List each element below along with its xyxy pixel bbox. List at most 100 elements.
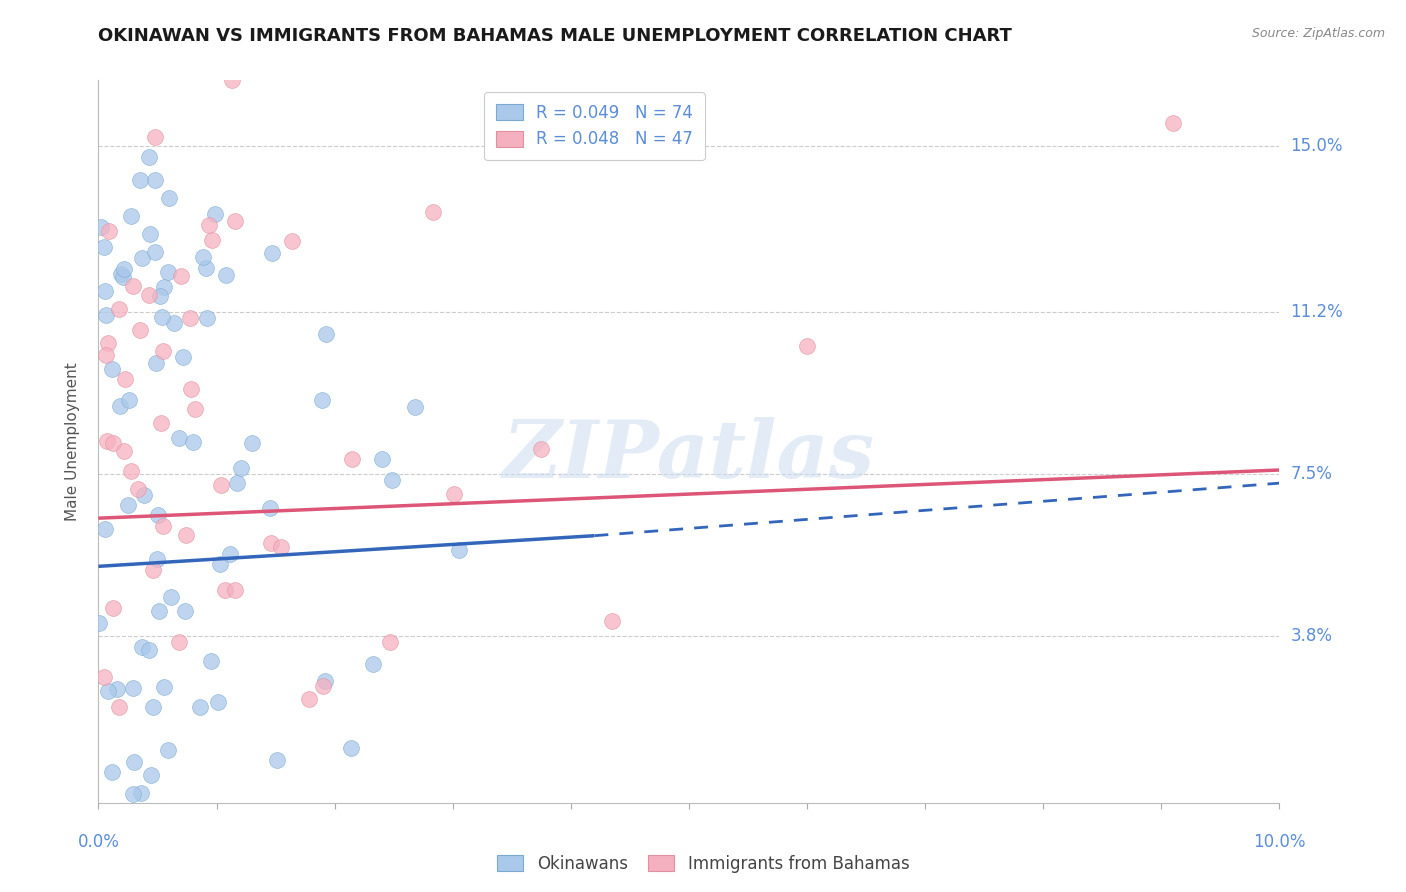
Text: 10.0%: 10.0% bbox=[1253, 833, 1306, 851]
Point bbox=[179, 310, 201, 325]
Point bbox=[152, 343, 174, 358]
Point bbox=[108, 301, 131, 316]
Point bbox=[93, 240, 115, 254]
Point bbox=[361, 657, 384, 672]
Point bbox=[150, 416, 173, 430]
Legend: R = 0.049   N = 74, R = 0.048   N = 47: R = 0.049 N = 74, R = 0.048 N = 47 bbox=[484, 92, 704, 160]
Point bbox=[281, 234, 304, 248]
Point bbox=[167, 635, 190, 649]
Point bbox=[157, 191, 180, 205]
Point bbox=[112, 444, 135, 458]
Point bbox=[122, 756, 145, 770]
Point bbox=[157, 264, 180, 278]
Point bbox=[97, 224, 120, 238]
Point bbox=[172, 350, 194, 364]
Point bbox=[183, 435, 205, 450]
Point bbox=[132, 488, 155, 502]
Point bbox=[108, 400, 131, 414]
Text: 7.5%: 7.5% bbox=[1291, 466, 1333, 483]
Text: 11.2%: 11.2% bbox=[1291, 303, 1343, 321]
Point bbox=[120, 464, 142, 478]
Point bbox=[200, 654, 222, 668]
Text: 15.0%: 15.0% bbox=[1291, 137, 1343, 155]
Text: 0.0%: 0.0% bbox=[77, 833, 120, 851]
Point bbox=[224, 582, 246, 597]
Point bbox=[167, 431, 190, 445]
Point bbox=[131, 252, 153, 266]
Point bbox=[218, 547, 240, 561]
Point bbox=[602, 614, 624, 628]
Point bbox=[160, 591, 183, 605]
Point bbox=[94, 284, 117, 298]
Point bbox=[110, 268, 132, 282]
Point bbox=[422, 204, 444, 219]
Point bbox=[174, 528, 197, 542]
Text: Source: ZipAtlas.com: Source: ZipAtlas.com bbox=[1251, 27, 1385, 40]
Point bbox=[145, 245, 167, 260]
Point bbox=[149, 289, 172, 303]
Point bbox=[153, 279, 176, 293]
Point bbox=[796, 338, 818, 352]
Point bbox=[204, 207, 226, 221]
Point bbox=[150, 310, 173, 325]
Point bbox=[174, 605, 197, 619]
Point bbox=[157, 742, 180, 756]
Point bbox=[101, 601, 124, 615]
Point bbox=[1161, 116, 1184, 130]
Point bbox=[139, 768, 162, 782]
Point bbox=[93, 670, 115, 684]
Point bbox=[142, 699, 165, 714]
Point bbox=[96, 434, 118, 448]
Point bbox=[148, 604, 170, 618]
Point bbox=[443, 487, 465, 501]
Point bbox=[370, 451, 392, 466]
Point bbox=[311, 679, 333, 693]
Point bbox=[101, 361, 124, 376]
Point bbox=[122, 787, 145, 801]
Point bbox=[194, 260, 217, 275]
Point bbox=[198, 218, 221, 232]
Point bbox=[145, 130, 167, 145]
Point bbox=[128, 172, 150, 186]
Point bbox=[138, 643, 160, 657]
Point bbox=[188, 700, 211, 714]
Point bbox=[378, 635, 401, 649]
Point bbox=[340, 741, 363, 756]
Point bbox=[447, 542, 470, 557]
Y-axis label: Male Unemployment: Male Unemployment bbox=[65, 362, 80, 521]
Point bbox=[94, 348, 117, 362]
Point bbox=[118, 393, 141, 408]
Point bbox=[97, 683, 120, 698]
Point bbox=[240, 435, 263, 450]
Point bbox=[259, 500, 281, 515]
Point bbox=[145, 356, 167, 370]
Point bbox=[97, 336, 120, 351]
Point bbox=[311, 393, 333, 408]
Point bbox=[138, 288, 160, 302]
Text: OKINAWAN VS IMMIGRANTS FROM BAHAMAS MALE UNEMPLOYMENT CORRELATION CHART: OKINAWAN VS IMMIGRANTS FROM BAHAMAS MALE… bbox=[98, 27, 1012, 45]
Point bbox=[225, 476, 247, 491]
Point bbox=[120, 210, 142, 224]
Point bbox=[142, 563, 165, 577]
Point bbox=[215, 268, 238, 282]
Point bbox=[122, 279, 145, 293]
Text: 3.8%: 3.8% bbox=[1291, 627, 1333, 646]
Point bbox=[87, 615, 110, 630]
Point bbox=[90, 220, 112, 235]
Point bbox=[170, 269, 193, 284]
Point bbox=[260, 536, 283, 550]
Point bbox=[209, 478, 232, 492]
Point bbox=[315, 327, 337, 342]
Point bbox=[214, 582, 236, 597]
Point bbox=[138, 150, 160, 164]
Point bbox=[153, 680, 176, 694]
Point bbox=[127, 482, 149, 496]
Point bbox=[208, 557, 231, 571]
Point bbox=[221, 73, 243, 87]
Point bbox=[114, 372, 136, 386]
Point bbox=[381, 473, 404, 487]
Point bbox=[201, 233, 224, 247]
Point bbox=[224, 214, 246, 228]
Point bbox=[94, 308, 117, 322]
Point bbox=[231, 460, 253, 475]
